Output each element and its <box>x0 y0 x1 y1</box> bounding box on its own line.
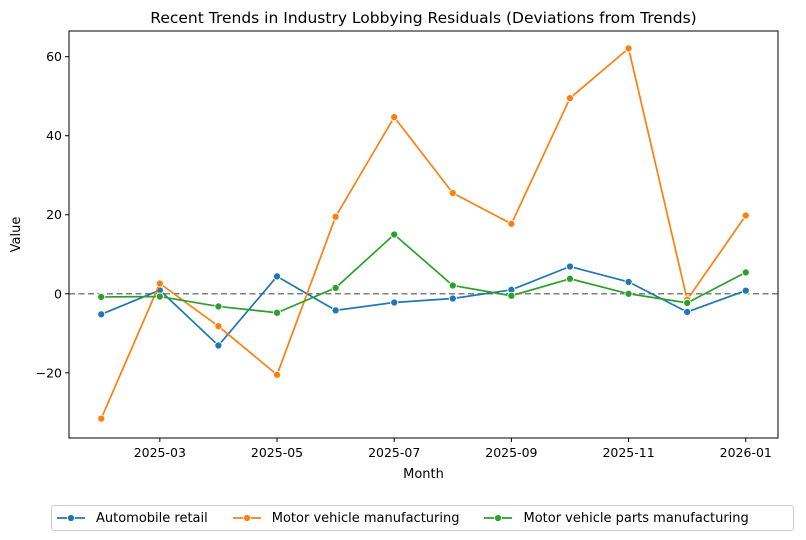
y-tick-label: −20 <box>36 365 62 380</box>
x-tick-label: 2025-07 <box>368 445 420 460</box>
data-point-motor-vehicle-parts-manufacturing <box>565 274 575 283</box>
data-point-motor-vehicle-parts-manufacturing <box>448 281 457 290</box>
data-point-motor-vehicle-manufacturing <box>331 212 340 221</box>
data-point-automobile-retail <box>97 310 106 319</box>
data-point-motor-vehicle-manufacturing <box>624 44 633 53</box>
y-tick-label: 60 <box>46 49 62 64</box>
data-point-automobile-retail <box>272 272 282 281</box>
chart-title: Recent Trends in Industry Lobbying Resid… <box>150 9 696 27</box>
series-line-motor-vehicle-parts-manufacturing <box>101 233 747 314</box>
data-point-motor-vehicle-manufacturing <box>507 219 516 228</box>
legend-item: Automobile retail <box>56 511 208 526</box>
data-point-motor-vehicle-parts-manufacturing <box>507 291 516 300</box>
data-point-motor-vehicle-parts-manufacturing <box>214 302 223 311</box>
x-tick-label: 2025-11 <box>602 445 654 460</box>
data-point-motor-vehicle-parts-manufacturing <box>624 289 633 298</box>
y-tick-label: 0 <box>54 286 62 301</box>
plot-area <box>69 44 778 423</box>
data-point-motor-vehicle-manufacturing <box>97 414 106 423</box>
legend-item: Motor vehicle manufacturing <box>232 510 460 526</box>
chart-legend: Automobile retail Motor vehicle manufactu… <box>51 505 794 531</box>
y-tick-label: 40 <box>46 128 62 143</box>
legend-label: Automobile retail <box>96 510 208 526</box>
legend-swatch <box>232 513 261 523</box>
x-tick-label: 2025-05 <box>251 445 303 460</box>
series-line-motor-vehicle-manufacturing <box>100 47 747 419</box>
data-point-motor-vehicle-manufacturing <box>214 322 223 331</box>
legend-label: Motor vehicle parts manufacturing <box>523 510 749 526</box>
data-point-motor-vehicle-parts-manufacturing <box>331 283 340 292</box>
data-point-motor-vehicle-parts-manufacturing <box>683 298 692 307</box>
data-point-motor-vehicle-manufacturing <box>448 188 457 198</box>
data-point-motor-vehicle-manufacturing <box>565 94 575 103</box>
data-point-automobile-retail <box>624 277 633 286</box>
x-axis-label: Month <box>403 467 444 482</box>
x-tick-label: 2025-09 <box>485 445 537 460</box>
data-point-automobile-retail <box>565 262 575 271</box>
legend-item: Motor vehicle parts manufacturing <box>483 510 749 526</box>
data-point-motor-vehicle-parts-manufacturing <box>97 292 106 301</box>
y-axis-label: Value <box>9 217 24 253</box>
data-point-motor-vehicle-manufacturing <box>155 279 164 288</box>
data-point-automobile-retail <box>390 298 399 307</box>
data-point-automobile-retail <box>741 286 750 295</box>
y-tick-label: 20 <box>46 207 62 222</box>
legend-swatch <box>484 513 513 523</box>
data-point-motor-vehicle-manufacturing <box>741 211 750 220</box>
legend-swatch <box>57 513 85 523</box>
data-point-automobile-retail <box>214 341 223 350</box>
series-line-automobile-retail <box>100 265 747 347</box>
data-point-motor-vehicle-manufacturing <box>390 113 399 122</box>
data-point-motor-vehicle-parts-manufacturing <box>390 230 399 239</box>
data-point-motor-vehicle-manufacturing <box>272 370 282 379</box>
data-point-motor-vehicle-parts-manufacturing <box>272 308 282 317</box>
data-point-automobile-retail <box>683 307 692 316</box>
data-point-motor-vehicle-parts-manufacturing <box>155 292 164 301</box>
legend-label: Motor vehicle manufacturing <box>271 510 460 526</box>
plot-frame <box>68 30 779 439</box>
data-point-automobile-retail <box>331 306 340 315</box>
data-point-automobile-retail <box>448 294 457 303</box>
x-tick-label: 2026-01 <box>720 445 772 460</box>
data-point-motor-vehicle-parts-manufacturing <box>741 268 750 277</box>
x-tick-label: 2025-03 <box>134 445 186 460</box>
